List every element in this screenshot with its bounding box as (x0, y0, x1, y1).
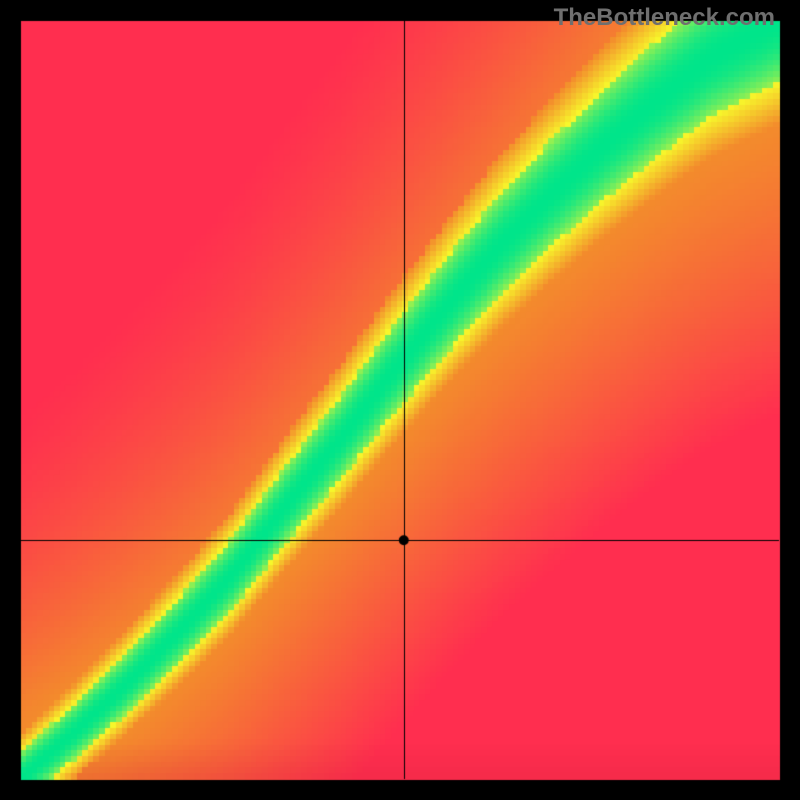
chart-container: TheBottleneck.com (0, 0, 800, 800)
bottleneck-heatmap (0, 0, 800, 800)
watermark-text: TheBottleneck.com (554, 4, 775, 32)
